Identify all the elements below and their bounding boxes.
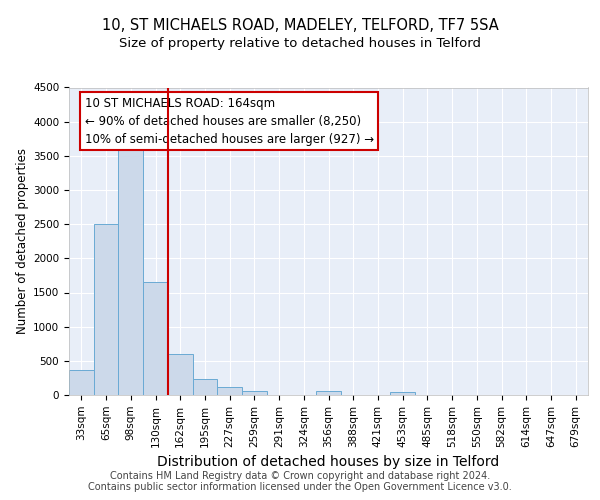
- X-axis label: Distribution of detached houses by size in Telford: Distribution of detached houses by size …: [157, 455, 500, 469]
- Text: Contains HM Land Registry data © Crown copyright and database right 2024.
Contai: Contains HM Land Registry data © Crown c…: [88, 471, 512, 492]
- Y-axis label: Number of detached properties: Number of detached properties: [16, 148, 29, 334]
- Bar: [69, 370, 94, 395]
- Bar: [193, 378, 217, 395]
- Bar: [390, 392, 415, 395]
- Bar: [217, 388, 242, 395]
- Text: Size of property relative to detached houses in Telford: Size of property relative to detached ho…: [119, 38, 481, 51]
- Text: 10 ST MICHAELS ROAD: 164sqm
← 90% of detached houses are smaller (8,250)
10% of : 10 ST MICHAELS ROAD: 164sqm ← 90% of det…: [85, 96, 374, 146]
- Bar: [316, 391, 341, 395]
- Bar: [168, 354, 193, 395]
- Bar: [143, 282, 168, 395]
- Bar: [118, 140, 143, 395]
- Bar: [242, 391, 267, 395]
- Text: 10, ST MICHAELS ROAD, MADELEY, TELFORD, TF7 5SA: 10, ST MICHAELS ROAD, MADELEY, TELFORD, …: [101, 18, 499, 32]
- Bar: [94, 224, 118, 395]
